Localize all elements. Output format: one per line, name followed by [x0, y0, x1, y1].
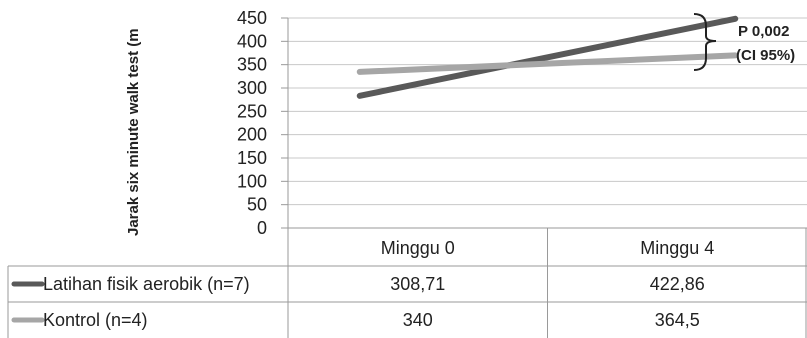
- annotation-p-value: P 0,002: [738, 23, 789, 40]
- significance-annotation: P 0,002 (CI 95%): [693, 13, 795, 71]
- x-category-label: Minggu 0: [381, 238, 455, 258]
- y-tick-label: 150: [237, 148, 267, 168]
- x-category-label: Minggu 4: [640, 238, 714, 258]
- data-value-label: 422,86: [650, 274, 705, 294]
- data-value-label: 340: [403, 310, 433, 330]
- gridlines: [281, 17, 807, 338]
- data-value-label: 364,5: [655, 310, 700, 330]
- y-tick-label: 250: [237, 101, 267, 121]
- brace-icon: [693, 13, 717, 71]
- y-tick-label: 350: [237, 55, 267, 75]
- y-tick-label: 0: [257, 218, 267, 238]
- series-line-2: [356, 52, 739, 75]
- annotation-ci: (CI 95%): [736, 47, 795, 64]
- y-tick-label: 450: [237, 8, 267, 28]
- data-value-label: 308,71: [390, 274, 445, 294]
- y-tick-label: 50: [247, 195, 267, 215]
- y-tick-label: 300: [237, 78, 267, 98]
- series-lines: [356, 15, 739, 99]
- y-tick-label: 100: [237, 171, 267, 191]
- y-tick-label: 200: [237, 125, 267, 145]
- legend-label-1: Latihan fisik aerobik (n=7): [43, 274, 250, 294]
- y-axis-label: Jarak six minute walk test (m: [125, 28, 142, 236]
- y-tick-labels: 0 50 100 150 200 250 300 350 400 450: [237, 8, 267, 238]
- legend-label-2: Kontrol (n=4): [43, 310, 148, 330]
- y-tick-label: 400: [237, 31, 267, 51]
- data-table: Minggu 0 Minggu 4 Latihan fisik aerobik (n…: [7, 227, 807, 338]
- series-line-1: [356, 15, 739, 99]
